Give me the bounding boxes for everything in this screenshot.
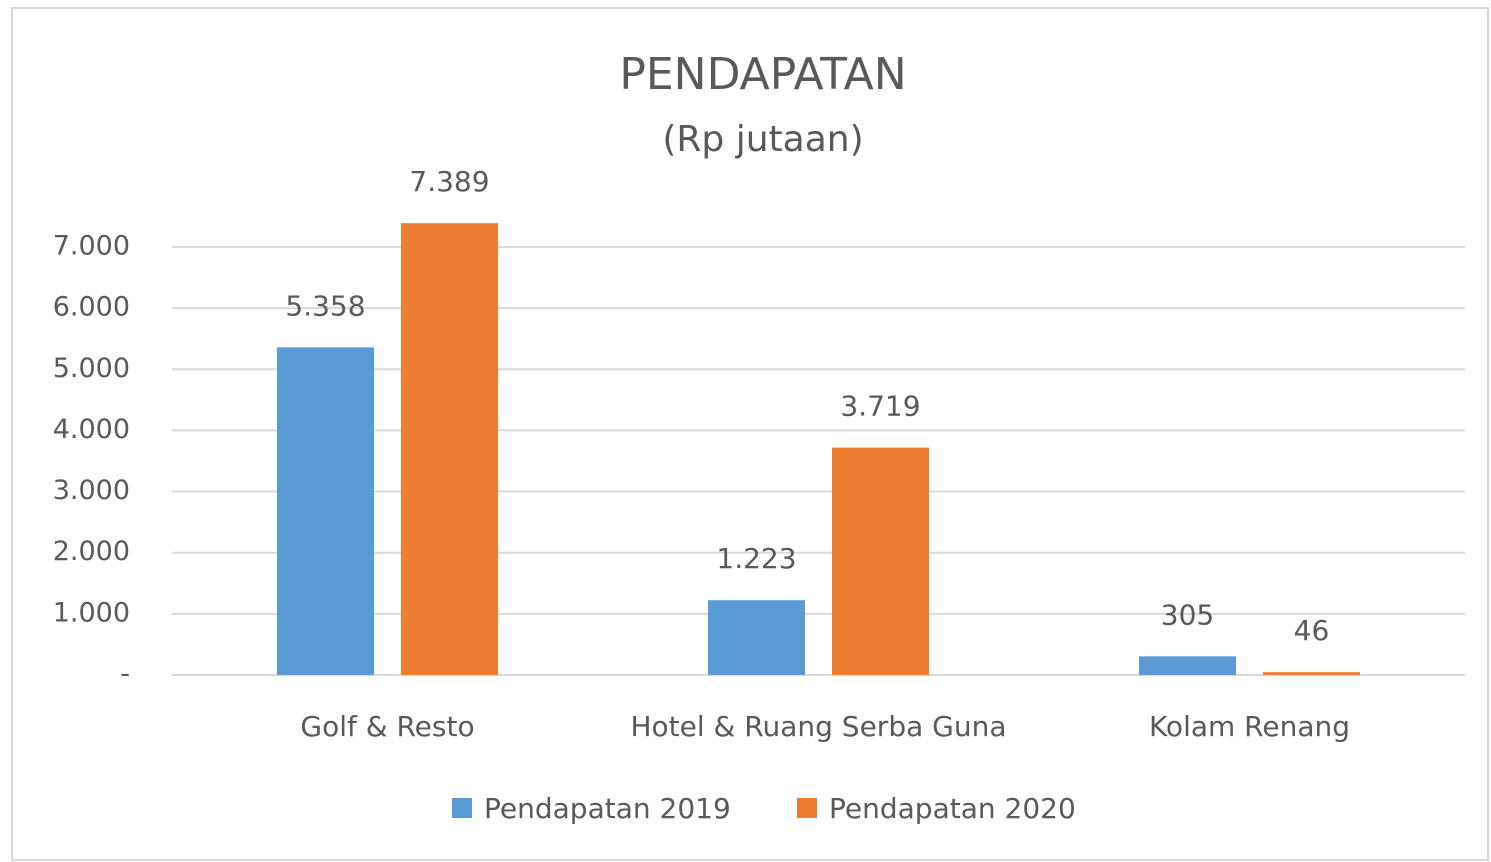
legend-label: Pendapatan 2020 <box>829 792 1076 825</box>
bar <box>708 600 805 675</box>
data-label: 3.719 <box>840 390 920 423</box>
chart-frame <box>11 7 1489 861</box>
legend-swatch <box>452 798 472 818</box>
y-tick-label: 6.000 <box>53 292 130 323</box>
chart-title: PENDAPATAN <box>619 49 906 100</box>
bar <box>277 347 374 675</box>
bar <box>1139 656 1236 675</box>
y-tick-label: 5.000 <box>53 353 130 384</box>
y-tick-label: - <box>120 659 130 690</box>
legend-label: Pendapatan 2019 <box>484 792 731 825</box>
data-label: 5.358 <box>285 289 365 322</box>
bar <box>1263 672 1360 675</box>
legend-swatch <box>797 798 817 818</box>
y-tick-label: 7.000 <box>53 230 130 261</box>
data-label: 1.223 <box>716 542 796 575</box>
chart-subtitle: (Rp jutaan) <box>662 119 863 160</box>
y-tick-label: 2.000 <box>53 536 130 567</box>
y-tick-label: 3.000 <box>53 475 130 506</box>
x-tick-label: Kolam Renang <box>1149 710 1350 743</box>
x-tick-label: Hotel & Ruang Serba Guna <box>630 710 1006 743</box>
bar <box>401 223 498 675</box>
data-label: 46 <box>1294 614 1330 647</box>
bar <box>832 447 929 675</box>
x-tick-label: Golf & Resto <box>300 710 474 743</box>
y-tick-label: 4.000 <box>53 414 130 445</box>
y-tick-label: 1.000 <box>53 597 130 628</box>
data-label: 305 <box>1161 598 1214 631</box>
data-label: 7.389 <box>409 165 489 198</box>
